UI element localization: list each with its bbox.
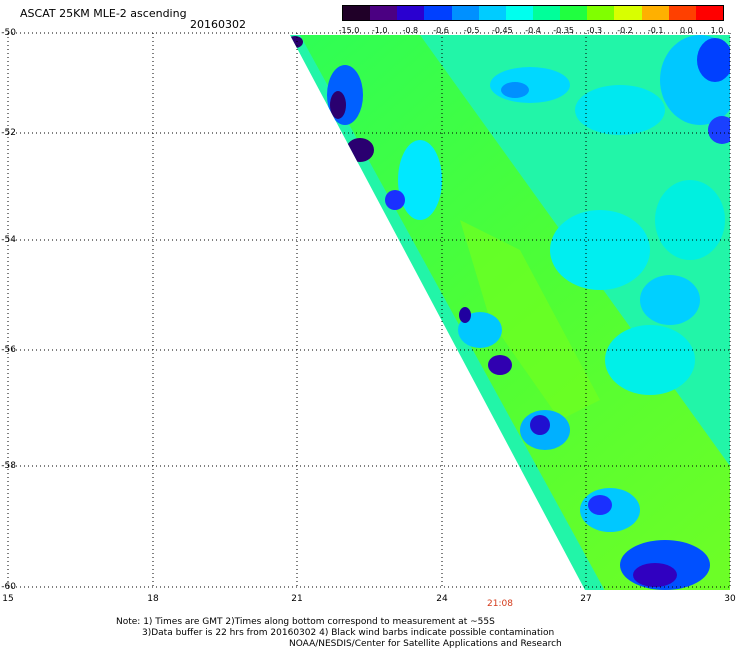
- scale-swatch: [505, 6, 533, 20]
- scale-swatch: [560, 6, 588, 20]
- note-line-3: NOAA/NESDIS/Center for Satellite Applica…: [289, 639, 562, 649]
- scale-swatch: [478, 6, 506, 20]
- scale-swatch: [641, 6, 669, 20]
- longitude-label: 30: [724, 594, 736, 604]
- longitude-label: 21: [291, 594, 303, 604]
- longitude-label: 15: [2, 594, 14, 604]
- scale-swatch: [424, 6, 452, 20]
- scale-label: -0.3: [586, 26, 603, 35]
- scale-label: -0.6: [433, 26, 449, 35]
- note-line-2: 3)Data buffer is 22 hrs from 20160302 4)…: [142, 628, 555, 638]
- scale-swatch: [614, 6, 642, 20]
- latitude-label: -56: [1, 345, 16, 355]
- map-title: ASCAT 25KM MLE-2 ascending: [20, 7, 187, 20]
- latitude-label: -58: [1, 461, 16, 471]
- note-line-1: Note: 1) Times are GMT 2)Times along bot…: [116, 617, 495, 627]
- lat-lon-grid: [7, 32, 731, 588]
- scale-swatch: [397, 6, 425, 20]
- longitude-label: 27: [580, 594, 592, 604]
- scale-label: -15.0: [338, 26, 360, 35]
- pass-time-label: 21:08: [487, 599, 513, 609]
- scale-label: -0.8: [402, 26, 419, 35]
- scale-label: -0.4: [525, 26, 541, 35]
- scale-label: 0.0: [679, 26, 693, 35]
- scale-label: -0.1: [647, 26, 664, 35]
- longitude-label: 18: [147, 594, 159, 604]
- scale-swatch: [343, 6, 371, 20]
- latitude-label: -50: [1, 28, 16, 38]
- latitude-label: -54: [1, 235, 16, 245]
- scale-swatch: [587, 6, 615, 20]
- scale-label: -0.2: [617, 26, 633, 35]
- scale-label: -0.35: [553, 26, 574, 35]
- color-scale-bar: [342, 5, 724, 21]
- scale-label: 1.0: [710, 26, 724, 35]
- scale-swatch: [695, 6, 723, 20]
- scale-swatch: [532, 6, 561, 20]
- scale-swatch: [451, 6, 479, 20]
- scale-label: -1.0: [371, 26, 388, 35]
- latitude-label: -60: [1, 582, 16, 592]
- scale-label: -0.45: [491, 26, 513, 35]
- scale-swatch: [370, 6, 398, 20]
- scale-swatch: [668, 6, 696, 20]
- scale-label: -0.5: [463, 26, 480, 35]
- scatterometer-swath: [290, 35, 730, 590]
- map-date: 20160302: [190, 18, 246, 31]
- longitude-label: 24: [436, 594, 448, 604]
- latitude-label: -52: [1, 128, 16, 138]
